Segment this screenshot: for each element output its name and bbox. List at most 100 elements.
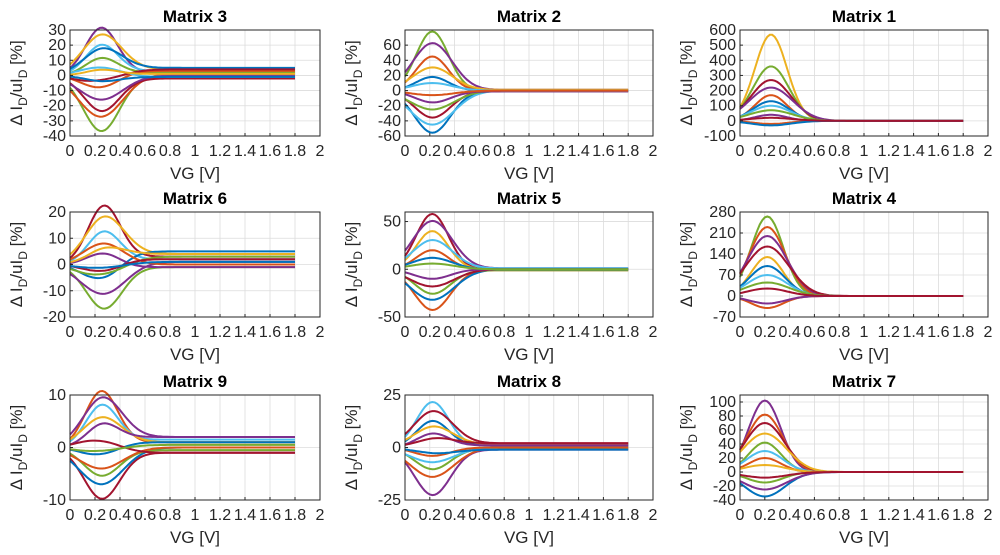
x-tick-label: 1 <box>860 324 869 341</box>
x-axis-label: VG [V] <box>839 528 889 547</box>
y-tick-label: 140 <box>709 246 736 263</box>
subplot-6: 0 0.2 0.4 0.6 0.8 1 1.2 1.4 1.6 1.8 2-700701402102… <box>677 189 993 364</box>
y-tick-label: 210 <box>709 225 736 242</box>
x-tick-label: 0.2 <box>754 324 776 341</box>
x-tick-label: 0.4 <box>109 324 131 341</box>
x-tick-label: 0.8 <box>159 143 181 160</box>
x-tick-label: 1 <box>860 507 869 524</box>
y-tick-label: 10 <box>48 387 66 404</box>
x-tick-label: 1.6 <box>259 324 281 341</box>
y-axis-label: Δ ID/uID [%] <box>7 405 30 490</box>
y-tick-label: 20 <box>48 37 66 54</box>
series-line <box>69 403 295 443</box>
subplot-9: 0 0.2 0.4 0.6 0.8 1 1.2 1.4 1.6 1.8 2-40-200204060… <box>677 372 993 547</box>
series-line <box>69 449 295 477</box>
series-line <box>404 89 629 97</box>
x-tick-label: 1 <box>191 507 200 524</box>
x-tick-label: 1 <box>525 507 534 524</box>
x-tick-label: 1.4 <box>567 143 589 160</box>
series-line <box>404 448 629 455</box>
x-tick-label: 1.6 <box>259 143 281 160</box>
series-line <box>739 413 964 473</box>
chart-title: Matrix 1 <box>832 7 896 26</box>
x-tick-label: 1.4 <box>234 507 256 524</box>
x-tick-label: 1.6 <box>927 324 949 341</box>
x-tick-label: 0.6 <box>468 507 490 524</box>
y-tick-label: 10 <box>48 230 66 247</box>
y-tick-label: 70 <box>718 267 736 284</box>
x-tick-label: 0 <box>736 507 745 524</box>
y-tick-label: -25 <box>378 492 401 509</box>
y-tick-label: 0 <box>727 464 736 481</box>
chart-title: Matrix 6 <box>163 189 227 208</box>
x-tick-label: 0.6 <box>134 507 156 524</box>
x-tick-label: 2 <box>649 143 658 160</box>
x-axis-label: VG [V] <box>839 164 889 183</box>
x-axis-label: VG [V] <box>170 345 220 364</box>
series-line <box>69 74 295 101</box>
x-axis-label: VG [V] <box>504 528 554 547</box>
x-axis-label: VG [V] <box>170 164 220 183</box>
x-axis-label: VG [V] <box>504 164 554 183</box>
x-tick-label: 0.4 <box>109 507 131 524</box>
y-tick-label: 60 <box>718 422 736 439</box>
y-tick-label: 20 <box>718 450 736 467</box>
y-tick-label: 20 <box>383 67 401 84</box>
y-tick-label: -40 <box>378 113 401 130</box>
y-tick-label: 0 <box>57 67 66 84</box>
x-tick-label: 0.2 <box>419 507 441 524</box>
y-tick-label: 0 <box>727 288 736 305</box>
x-tick-label: 1 <box>525 143 534 160</box>
subplot-5: 0 0.2 0.4 0.6 0.8 1 1.2 1.4 1.6 1.8 2-50050Matrix … <box>342 189 658 364</box>
y-tick-label: -50 <box>378 309 401 326</box>
y-tick-label: 100 <box>709 98 736 115</box>
x-tick-label: 0.8 <box>828 507 850 524</box>
x-tick-label: 0.4 <box>443 507 465 524</box>
x-tick-label: 1.2 <box>543 507 565 524</box>
x-axis-label: VG [V] <box>504 345 554 364</box>
series-line <box>404 446 629 457</box>
x-tick-label: 0.6 <box>803 324 825 341</box>
x-tick-label: 1.2 <box>878 143 900 160</box>
y-tick-label: -70 <box>713 309 736 326</box>
series-line <box>739 449 964 473</box>
x-tick-label: 0.2 <box>754 143 776 160</box>
series-line <box>739 33 964 122</box>
series-line <box>404 268 629 301</box>
series-line <box>69 260 295 269</box>
x-tick-label: 1.6 <box>927 143 949 160</box>
series-line <box>69 33 295 71</box>
series-line <box>739 116 964 122</box>
series-line <box>739 441 964 473</box>
series-line <box>739 295 964 305</box>
y-tick-label: 500 <box>709 37 736 54</box>
x-tick-label: 1.8 <box>952 143 974 160</box>
x-tick-label: 1.4 <box>567 507 589 524</box>
subplot-3: 0 0.2 0.4 0.6 0.8 1 1.2 1.4 1.6 1.8 2-100010020030… <box>677 7 993 183</box>
series-line <box>739 471 964 479</box>
series-line <box>69 242 295 266</box>
subplot-8: 0 0.2 0.4 0.6 0.8 1 1.2 1.4 1.6 1.8 2-25025Matrix … <box>342 372 658 547</box>
x-tick-label: 1 <box>525 324 534 341</box>
series-line <box>69 255 295 276</box>
series-line <box>69 69 295 89</box>
series-line <box>69 258 295 272</box>
x-tick-label: 1.8 <box>617 507 639 524</box>
x-tick-label: 2 <box>649 507 658 524</box>
x-tick-label: 0 <box>66 507 75 524</box>
x-tick-label: 1 <box>860 143 869 160</box>
x-tick-label: 1.2 <box>209 143 231 160</box>
y-tick-label: 0 <box>727 113 736 130</box>
x-tick-label: 0.8 <box>159 507 181 524</box>
x-tick-label: 1.6 <box>592 324 614 341</box>
series-line <box>404 432 629 447</box>
y-tick-label: -40 <box>713 492 736 509</box>
series-line <box>69 422 295 446</box>
y-tick-label: -20 <box>713 478 736 495</box>
series-line <box>739 264 964 297</box>
x-tick-label: 1.8 <box>952 324 974 341</box>
x-tick-label: 0.4 <box>109 143 131 160</box>
series-line <box>404 425 629 446</box>
chart-title: Matrix 3 <box>163 7 227 26</box>
x-tick-label: 1.8 <box>617 143 639 160</box>
